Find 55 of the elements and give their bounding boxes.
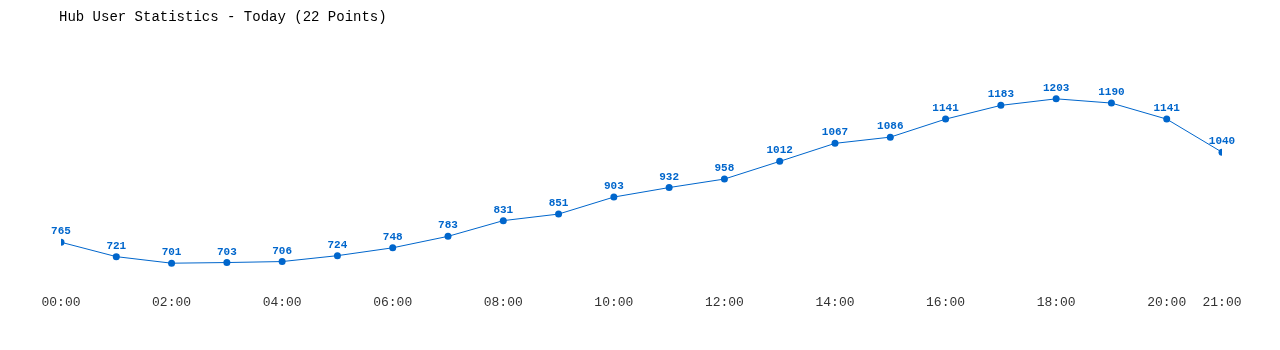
data-label: 851 (548, 197, 569, 210)
x-tick-label: 16:00 (926, 295, 966, 311)
data-label: 701 (161, 246, 182, 259)
point (333, 252, 341, 260)
x-tick-label: 18:00 (1036, 295, 1076, 311)
point (831, 139, 839, 147)
data-label: 703 (216, 245, 238, 258)
data-label: 1141 (932, 102, 960, 115)
point (555, 210, 563, 218)
point (112, 253, 120, 261)
data-label: 1040 (1208, 135, 1236, 148)
point (1163, 115, 1171, 123)
x-tick-label: 12:00 (704, 295, 744, 311)
point (168, 259, 176, 267)
point (1107, 99, 1115, 107)
point (720, 175, 728, 183)
x-tick-label: 04:00 (262, 295, 302, 311)
x-tick-label: 06:00 (373, 295, 413, 311)
x-tick-label: 10:00 (594, 295, 634, 311)
data-label: 1183 (987, 88, 1015, 101)
x-tick-label: 14:00 (815, 295, 855, 311)
data-label: 1067 (821, 126, 849, 139)
chart-title: Hub User Statistics - Today (22 Points) (59, 9, 387, 25)
x-tick-label: 02:00 (152, 295, 192, 311)
data-label: 1012 (766, 144, 793, 157)
x-tick-label: 20:00 (1147, 295, 1187, 311)
data-label: 765 (51, 225, 72, 238)
data-label: 1086 (877, 120, 904, 133)
x-tick-label: 00:00 (41, 295, 81, 311)
point (223, 259, 231, 267)
point (278, 258, 286, 266)
data-label: 724 (327, 238, 348, 251)
point (499, 217, 507, 225)
data-label: 721 (106, 239, 127, 252)
point (942, 115, 950, 123)
data-label: 932 (659, 170, 680, 183)
data-label: 903 (603, 180, 625, 193)
point (665, 184, 673, 192)
data-label: 783 (438, 219, 459, 232)
x-tick-label: 08:00 (483, 295, 523, 311)
point (776, 157, 784, 165)
data-label: 1190 (1098, 86, 1125, 99)
point (444, 232, 452, 240)
data-label: 831 (493, 203, 514, 216)
point (610, 193, 618, 201)
point (886, 133, 894, 141)
data-label: 1141 (1153, 102, 1181, 115)
point (1052, 95, 1060, 103)
data-label: 1203 (1042, 81, 1070, 94)
data-label: 958 (714, 162, 735, 175)
point (997, 101, 1005, 109)
x-tick-label: 21:00 (1202, 295, 1242, 311)
data-label: 706 (272, 244, 293, 257)
point (389, 244, 397, 252)
data-label: 748 (382, 230, 404, 243)
